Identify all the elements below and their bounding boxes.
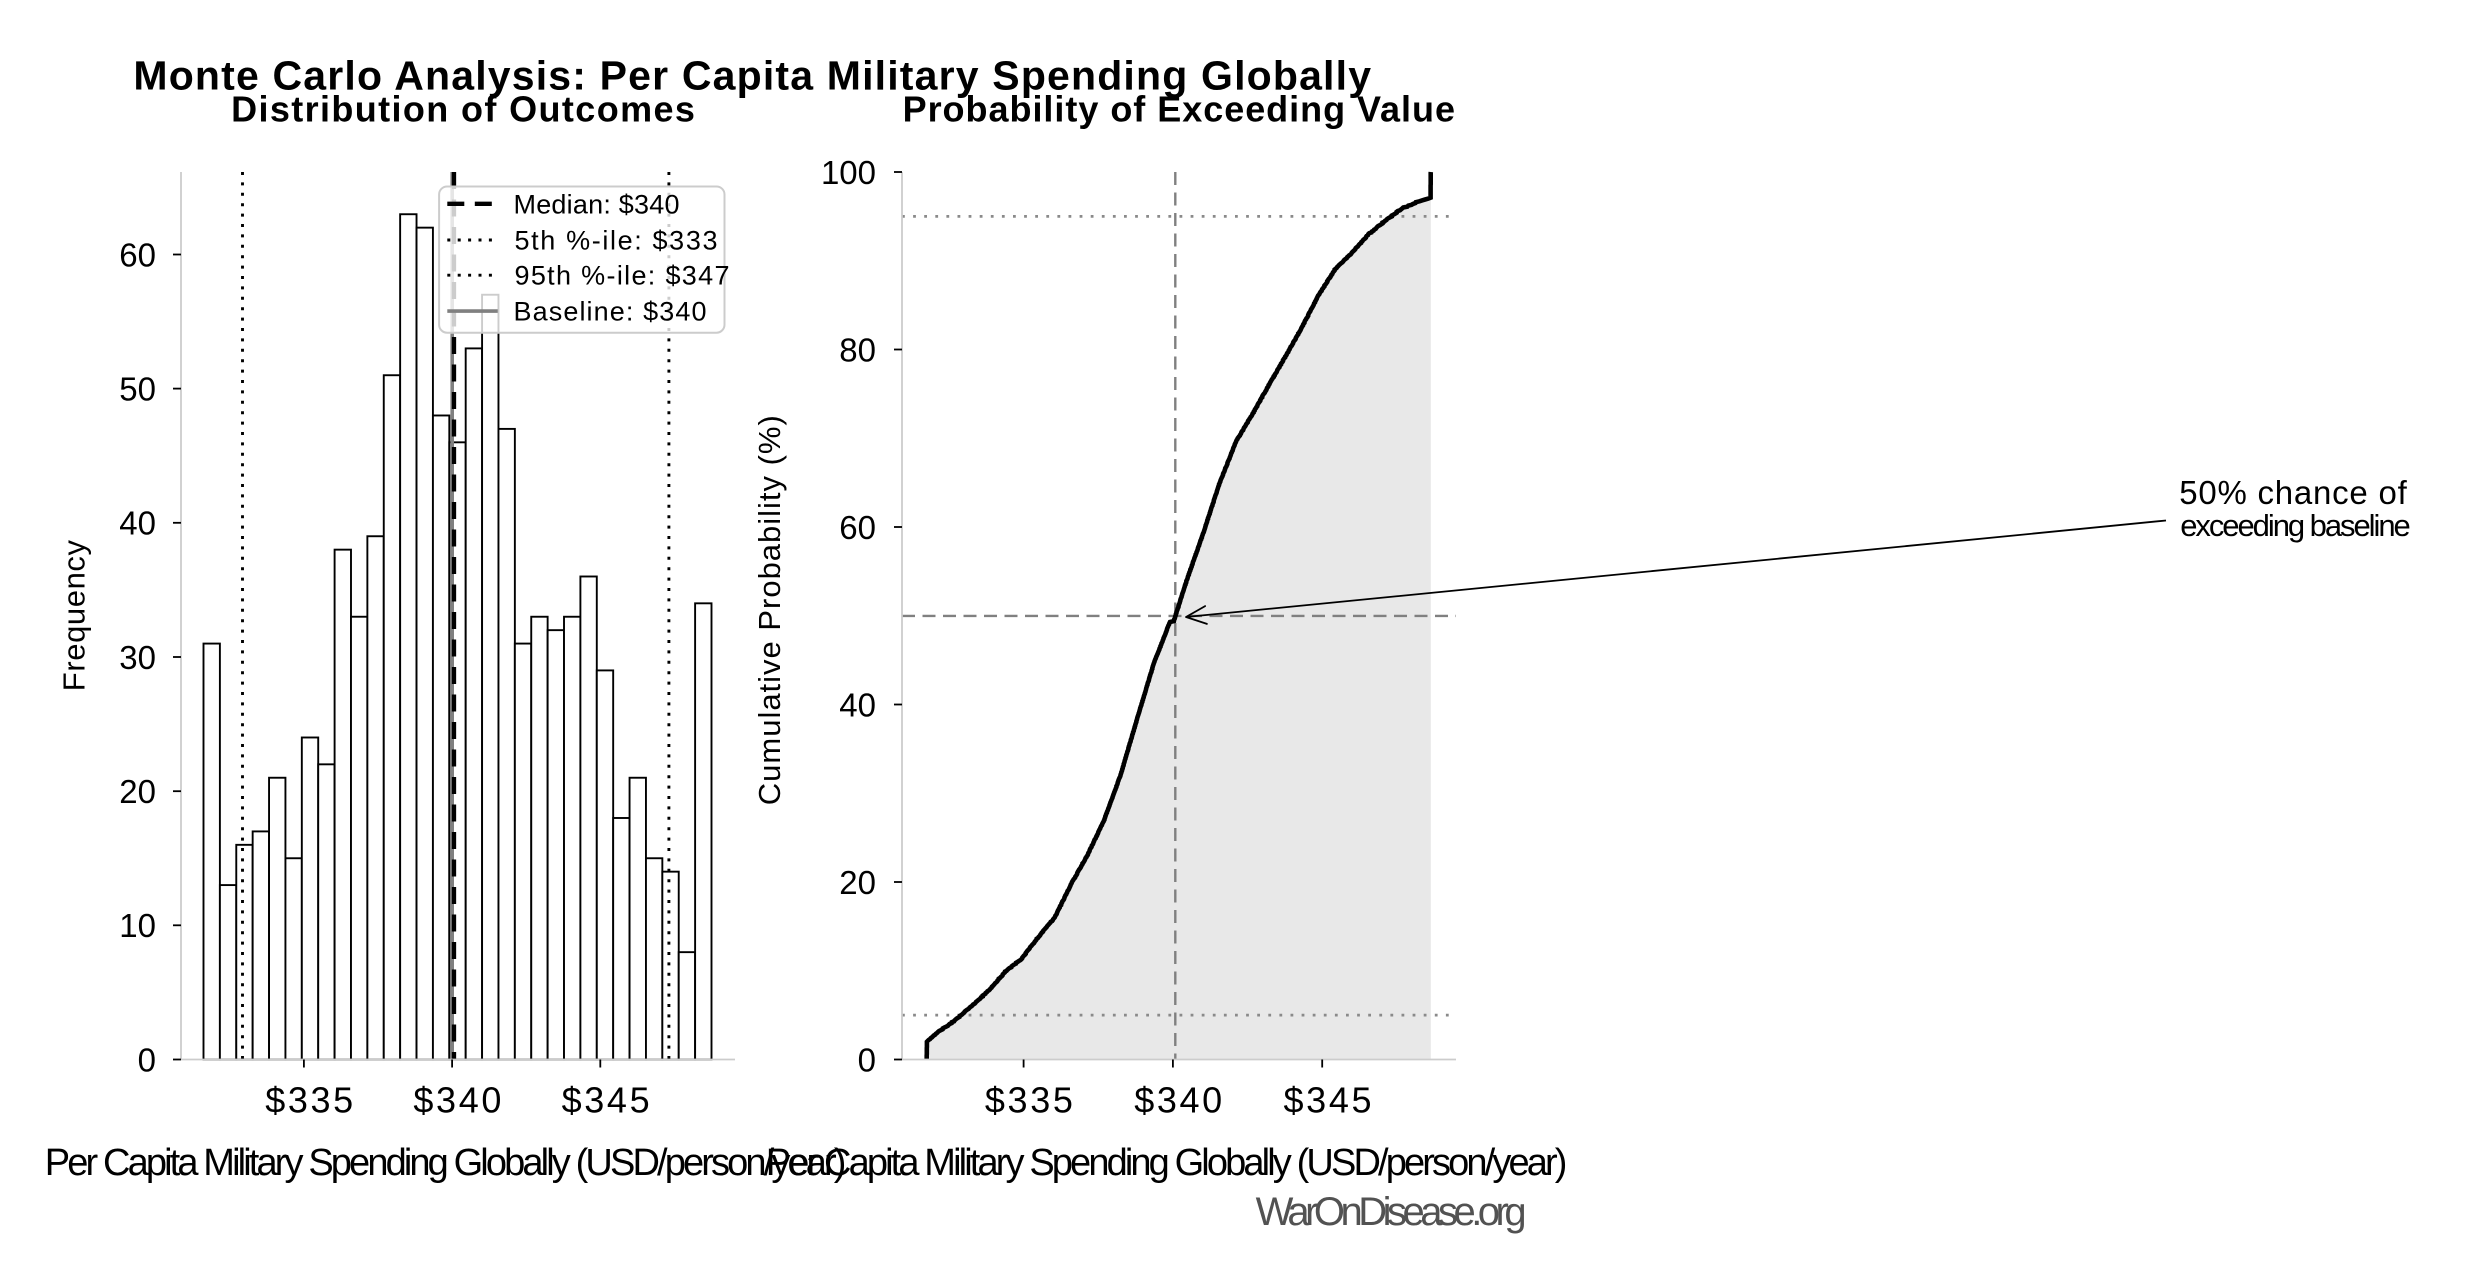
svg-text:10: 10 — [119, 907, 156, 944]
svg-text:60: 60 — [839, 509, 876, 546]
svg-text:0: 0 — [858, 1041, 876, 1078]
svg-text:95th %-ile: $347: 95th %-ile: $347 — [515, 261, 730, 291]
svg-text:Per Capita Military Spending G: Per Capita Military Spending Globally (U… — [45, 1142, 847, 1184]
svg-text:Cumulative Probability (%): Cumulative Probability (%) — [752, 415, 787, 805]
svg-text:50% chance of: 50% chance of — [2179, 474, 2407, 511]
svg-text:Median: $340: Median: $340 — [514, 189, 680, 219]
svg-text:80: 80 — [839, 331, 876, 368]
svg-text:Probability of Exceeding Value: Probability of Exceeding Value — [903, 89, 1455, 130]
svg-text:Distribution of Outcomes: Distribution of Outcomes — [231, 89, 695, 130]
svg-text:0: 0 — [138, 1041, 156, 1078]
svg-text:100: 100 — [821, 154, 876, 191]
svg-text:40: 40 — [839, 686, 876, 723]
svg-text:50: 50 — [119, 370, 156, 407]
svg-text:20: 20 — [119, 773, 156, 810]
svg-text:Frequency: Frequency — [57, 540, 92, 692]
svg-text:60: 60 — [119, 236, 156, 273]
svg-text:30: 30 — [119, 639, 156, 676]
svg-text:Per Capita Military Spending G: Per Capita Military Spending Globally (U… — [766, 1142, 1568, 1184]
svg-text:20: 20 — [839, 864, 876, 901]
svg-text:Monte Carlo Analysis: Per Capi: Monte Carlo Analysis: Per Capita Militar… — [133, 53, 1371, 99]
svg-text:WarOnDisease.org: WarOnDisease.org — [1256, 1190, 1527, 1234]
svg-text:Baseline: $340: Baseline: $340 — [514, 297, 707, 327]
svg-text:40: 40 — [119, 505, 156, 542]
svg-text:exceeding baseline: exceeding baseline — [2180, 508, 2411, 543]
